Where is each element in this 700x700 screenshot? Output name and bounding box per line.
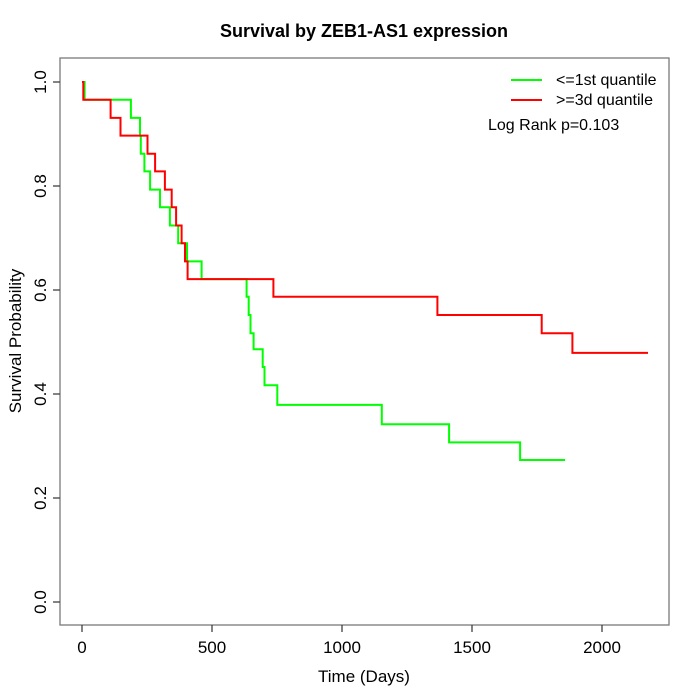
y-axis-title: Survival Probability xyxy=(6,268,25,413)
y-axis-tick-label: 0.6 xyxy=(31,278,50,302)
x-axis-tick-label: 1000 xyxy=(323,638,361,657)
y-axis-tick-label: 0.2 xyxy=(31,486,50,510)
legend-line-layer xyxy=(511,79,542,101)
chart-title: Survival by ZEB1-AS1 expression xyxy=(220,21,508,41)
axis-tick-layer: 0 500 1000 1500 2000 0.0 0.2 0.4 0.6 0.8 1.0 xyxy=(31,70,621,657)
km-curve-ge-3d-quantile xyxy=(82,81,648,354)
x-axis-tick-label: 1500 xyxy=(453,638,491,657)
plot-frame-layer xyxy=(59,57,670,626)
x-axis-tick-label: 2000 xyxy=(583,638,621,657)
y-axis-tick-label: 0.8 xyxy=(31,174,50,198)
legend-label-high-expression: >=3d quantile xyxy=(556,92,653,109)
y-axis-tick-label: 1.0 xyxy=(31,70,50,94)
legend-label-low-expression: <=1st quantile xyxy=(556,72,657,89)
log-rank-p-value: Log Rank p=0.103 xyxy=(488,117,619,134)
x-axis-title: Time (Days) xyxy=(318,667,410,686)
km-curve-le-1st-quantile xyxy=(82,81,566,461)
km-curve-layer xyxy=(82,81,648,461)
y-axis-tick-label: 0.4 xyxy=(31,382,50,406)
x-axis-tick-label: 0 xyxy=(77,638,86,657)
y-axis-tick-label: 0.0 xyxy=(31,590,50,614)
plot-box xyxy=(59,57,670,626)
x-axis-tick-label: 500 xyxy=(198,638,226,657)
